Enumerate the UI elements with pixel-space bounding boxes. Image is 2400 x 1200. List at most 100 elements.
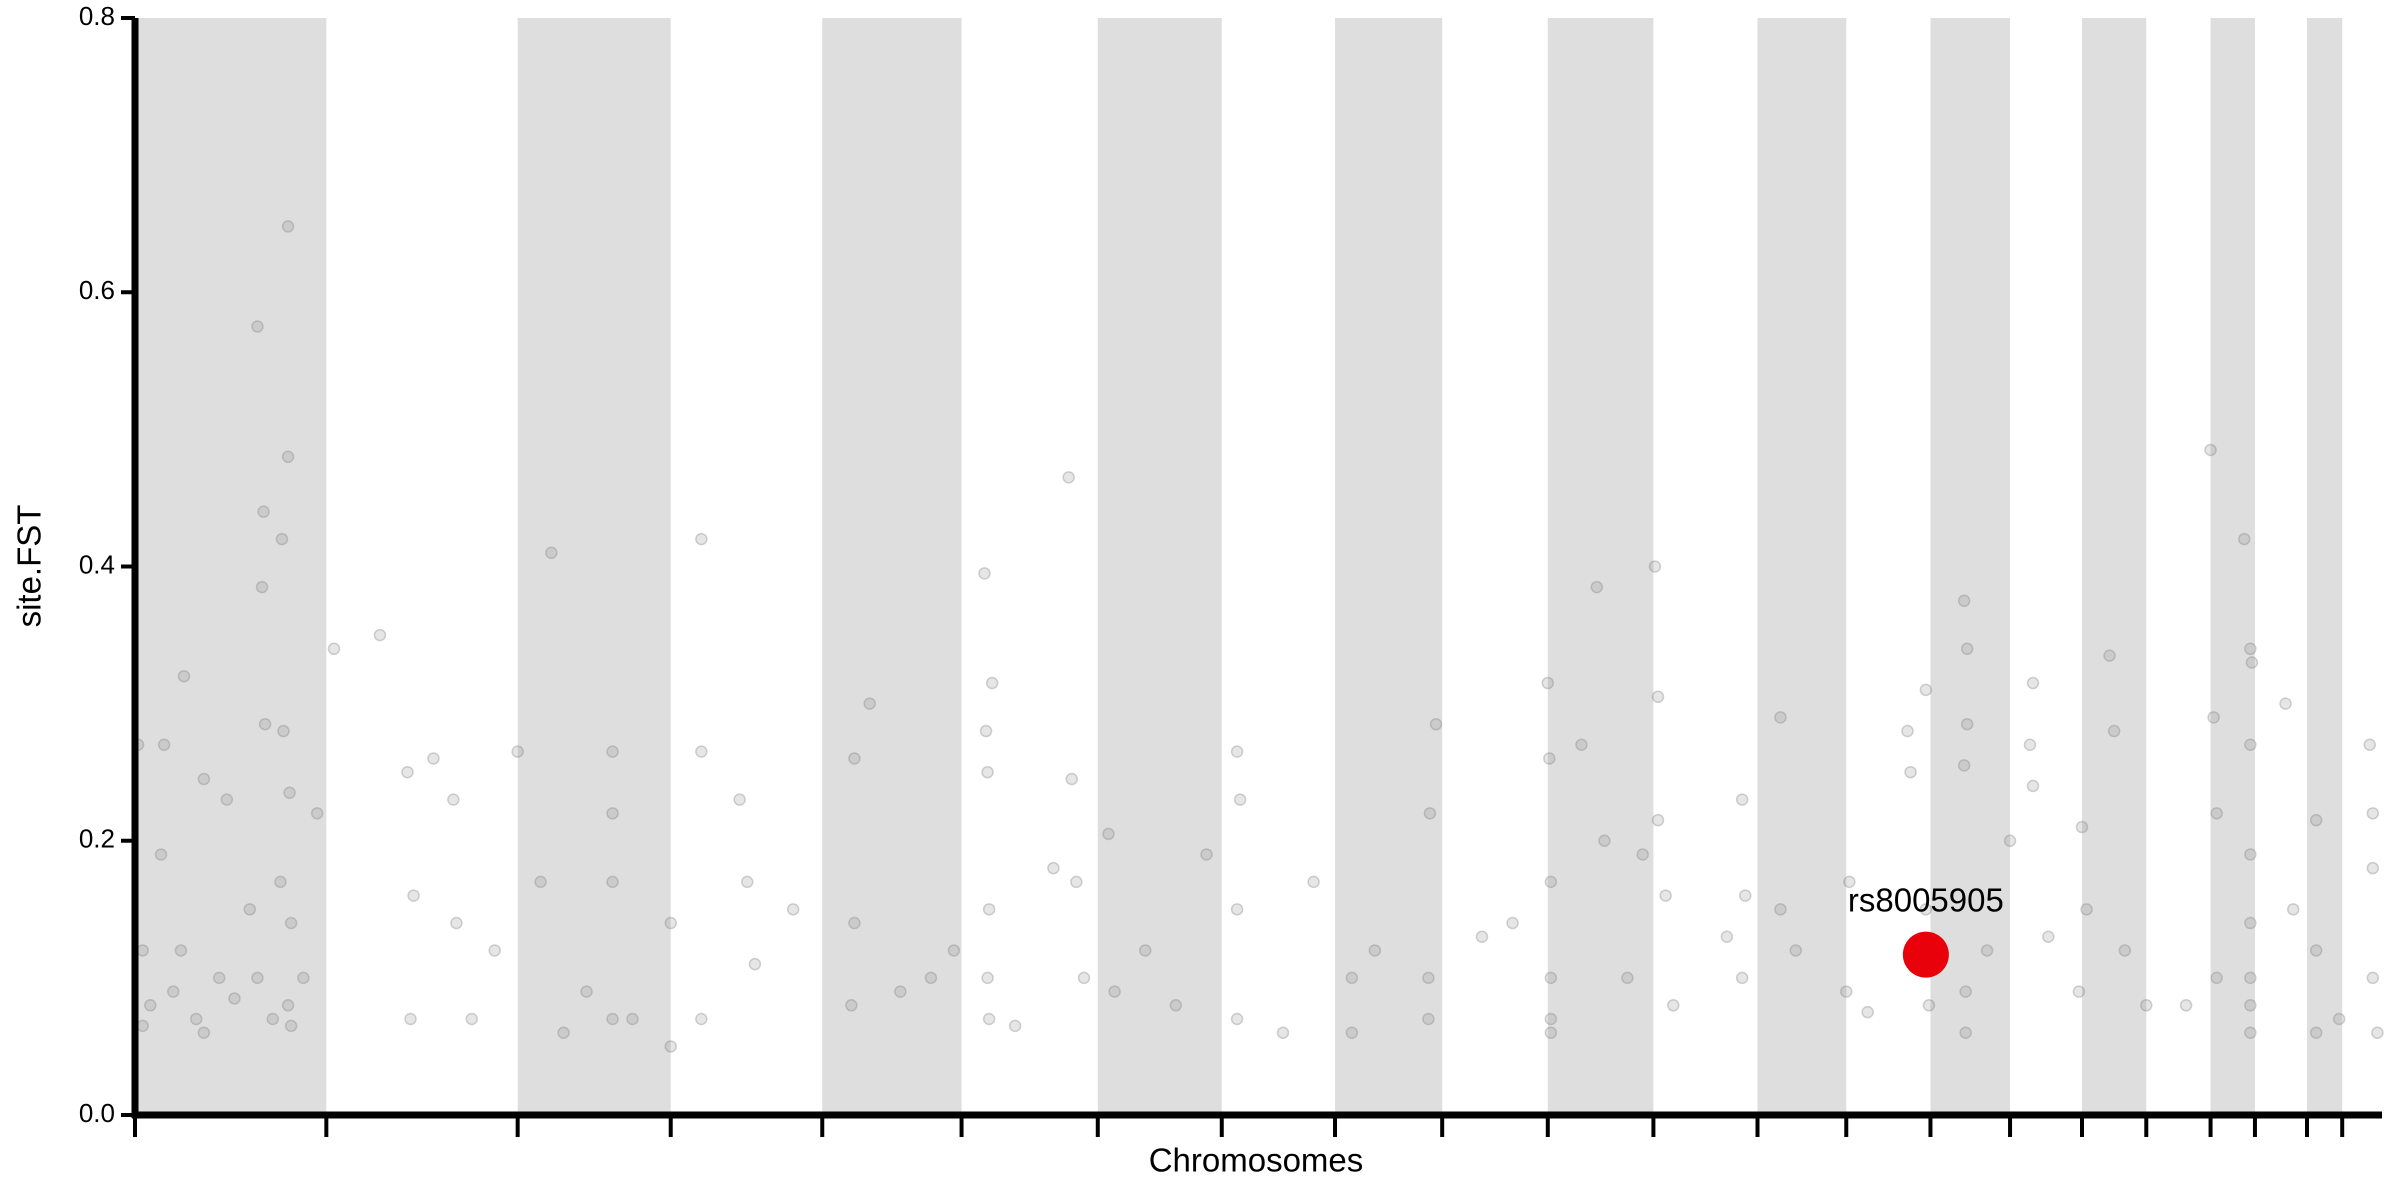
point	[297, 971, 310, 985]
point	[447, 793, 460, 806]
point	[979, 724, 993, 738]
point	[1959, 1026, 1972, 1039]
point	[2075, 820, 2089, 834]
point	[985, 676, 999, 690]
point	[1368, 944, 1382, 957]
point	[1230, 745, 1244, 758]
point	[1774, 711, 1787, 724]
point	[1636, 848, 1649, 861]
point	[1843, 875, 1856, 889]
point	[2023, 738, 2037, 752]
point	[1422, 971, 1435, 985]
point	[606, 745, 619, 758]
point	[2080, 903, 2093, 916]
point	[1735, 793, 1749, 806]
point	[197, 772, 211, 786]
point	[748, 957, 762, 971]
point	[1575, 738, 1588, 752]
point	[283, 786, 296, 800]
point	[1651, 813, 1665, 827]
point	[1108, 985, 1121, 998]
point	[1651, 690, 1665, 704]
point	[2003, 834, 2017, 847]
point	[1169, 999, 1183, 1012]
chromosome-band	[1335, 18, 1443, 1115]
point	[947, 944, 961, 957]
point	[2179, 999, 2193, 1012]
point	[580, 985, 593, 998]
point	[695, 1012, 708, 1026]
chromosome-band	[517, 18, 671, 1115]
point	[1980, 944, 1994, 957]
point	[1789, 944, 1803, 957]
point	[1738, 889, 1752, 902]
point	[277, 724, 290, 738]
point	[606, 807, 619, 820]
chromosome-band	[2081, 18, 2147, 1115]
point	[1922, 999, 1936, 1012]
y-tick-label: 0.4	[79, 549, 115, 579]
point	[545, 546, 558, 560]
point	[284, 1019, 298, 1033]
point	[1957, 759, 1971, 772]
point	[894, 985, 907, 998]
chromosome-band	[1930, 18, 2011, 1115]
point	[310, 807, 324, 820]
point	[2204, 443, 2217, 457]
point	[243, 903, 257, 916]
point	[1919, 683, 1933, 697]
point	[1345, 1026, 1359, 1039]
point	[2309, 1026, 2323, 1039]
chromosome-bands	[135, 18, 2343, 1115]
point	[258, 717, 272, 731]
point	[1667, 999, 1680, 1012]
point	[220, 793, 234, 806]
point	[2286, 903, 2300, 916]
point	[2140, 999, 2153, 1012]
point	[2210, 971, 2223, 985]
point	[2207, 711, 2220, 724]
point	[284, 916, 298, 930]
point	[1659, 889, 1672, 902]
point	[2366, 861, 2380, 875]
point	[1621, 971, 1634, 985]
point	[144, 999, 157, 1012]
chromosome-band	[2306, 18, 2343, 1115]
highlight-point	[1902, 931, 1949, 978]
point	[1541, 676, 1555, 690]
point	[1960, 717, 1974, 731]
point	[1423, 807, 1437, 820]
point	[2244, 1026, 2257, 1039]
point	[266, 1012, 280, 1026]
point	[189, 1012, 203, 1026]
point	[2244, 738, 2257, 752]
point	[275, 532, 289, 546]
point	[1230, 903, 1244, 916]
highlight-label: rs8005905	[1848, 881, 2004, 918]
chromosome-band	[1757, 18, 1847, 1115]
point	[1065, 772, 1079, 786]
point	[1648, 560, 1662, 573]
points: rs8005905	[131, 220, 2384, 1053]
chromosome-band	[135, 18, 327, 1115]
point	[2309, 944, 2323, 957]
point	[695, 745, 708, 758]
point	[2332, 1012, 2346, 1026]
point	[401, 765, 414, 779]
point	[251, 971, 264, 985]
point	[2309, 813, 2323, 827]
point	[1735, 971, 1749, 985]
point	[2371, 1026, 2384, 1039]
point	[255, 580, 269, 594]
point	[488, 944, 501, 957]
point	[848, 916, 861, 930]
point	[1959, 985, 1972, 998]
point	[1102, 827, 1115, 841]
point	[1590, 580, 1604, 594]
y-tick-label: 0.0	[79, 1098, 115, 1128]
point	[1230, 1012, 1244, 1026]
point	[2366, 807, 2380, 820]
point	[1475, 930, 1489, 943]
point	[174, 944, 188, 957]
